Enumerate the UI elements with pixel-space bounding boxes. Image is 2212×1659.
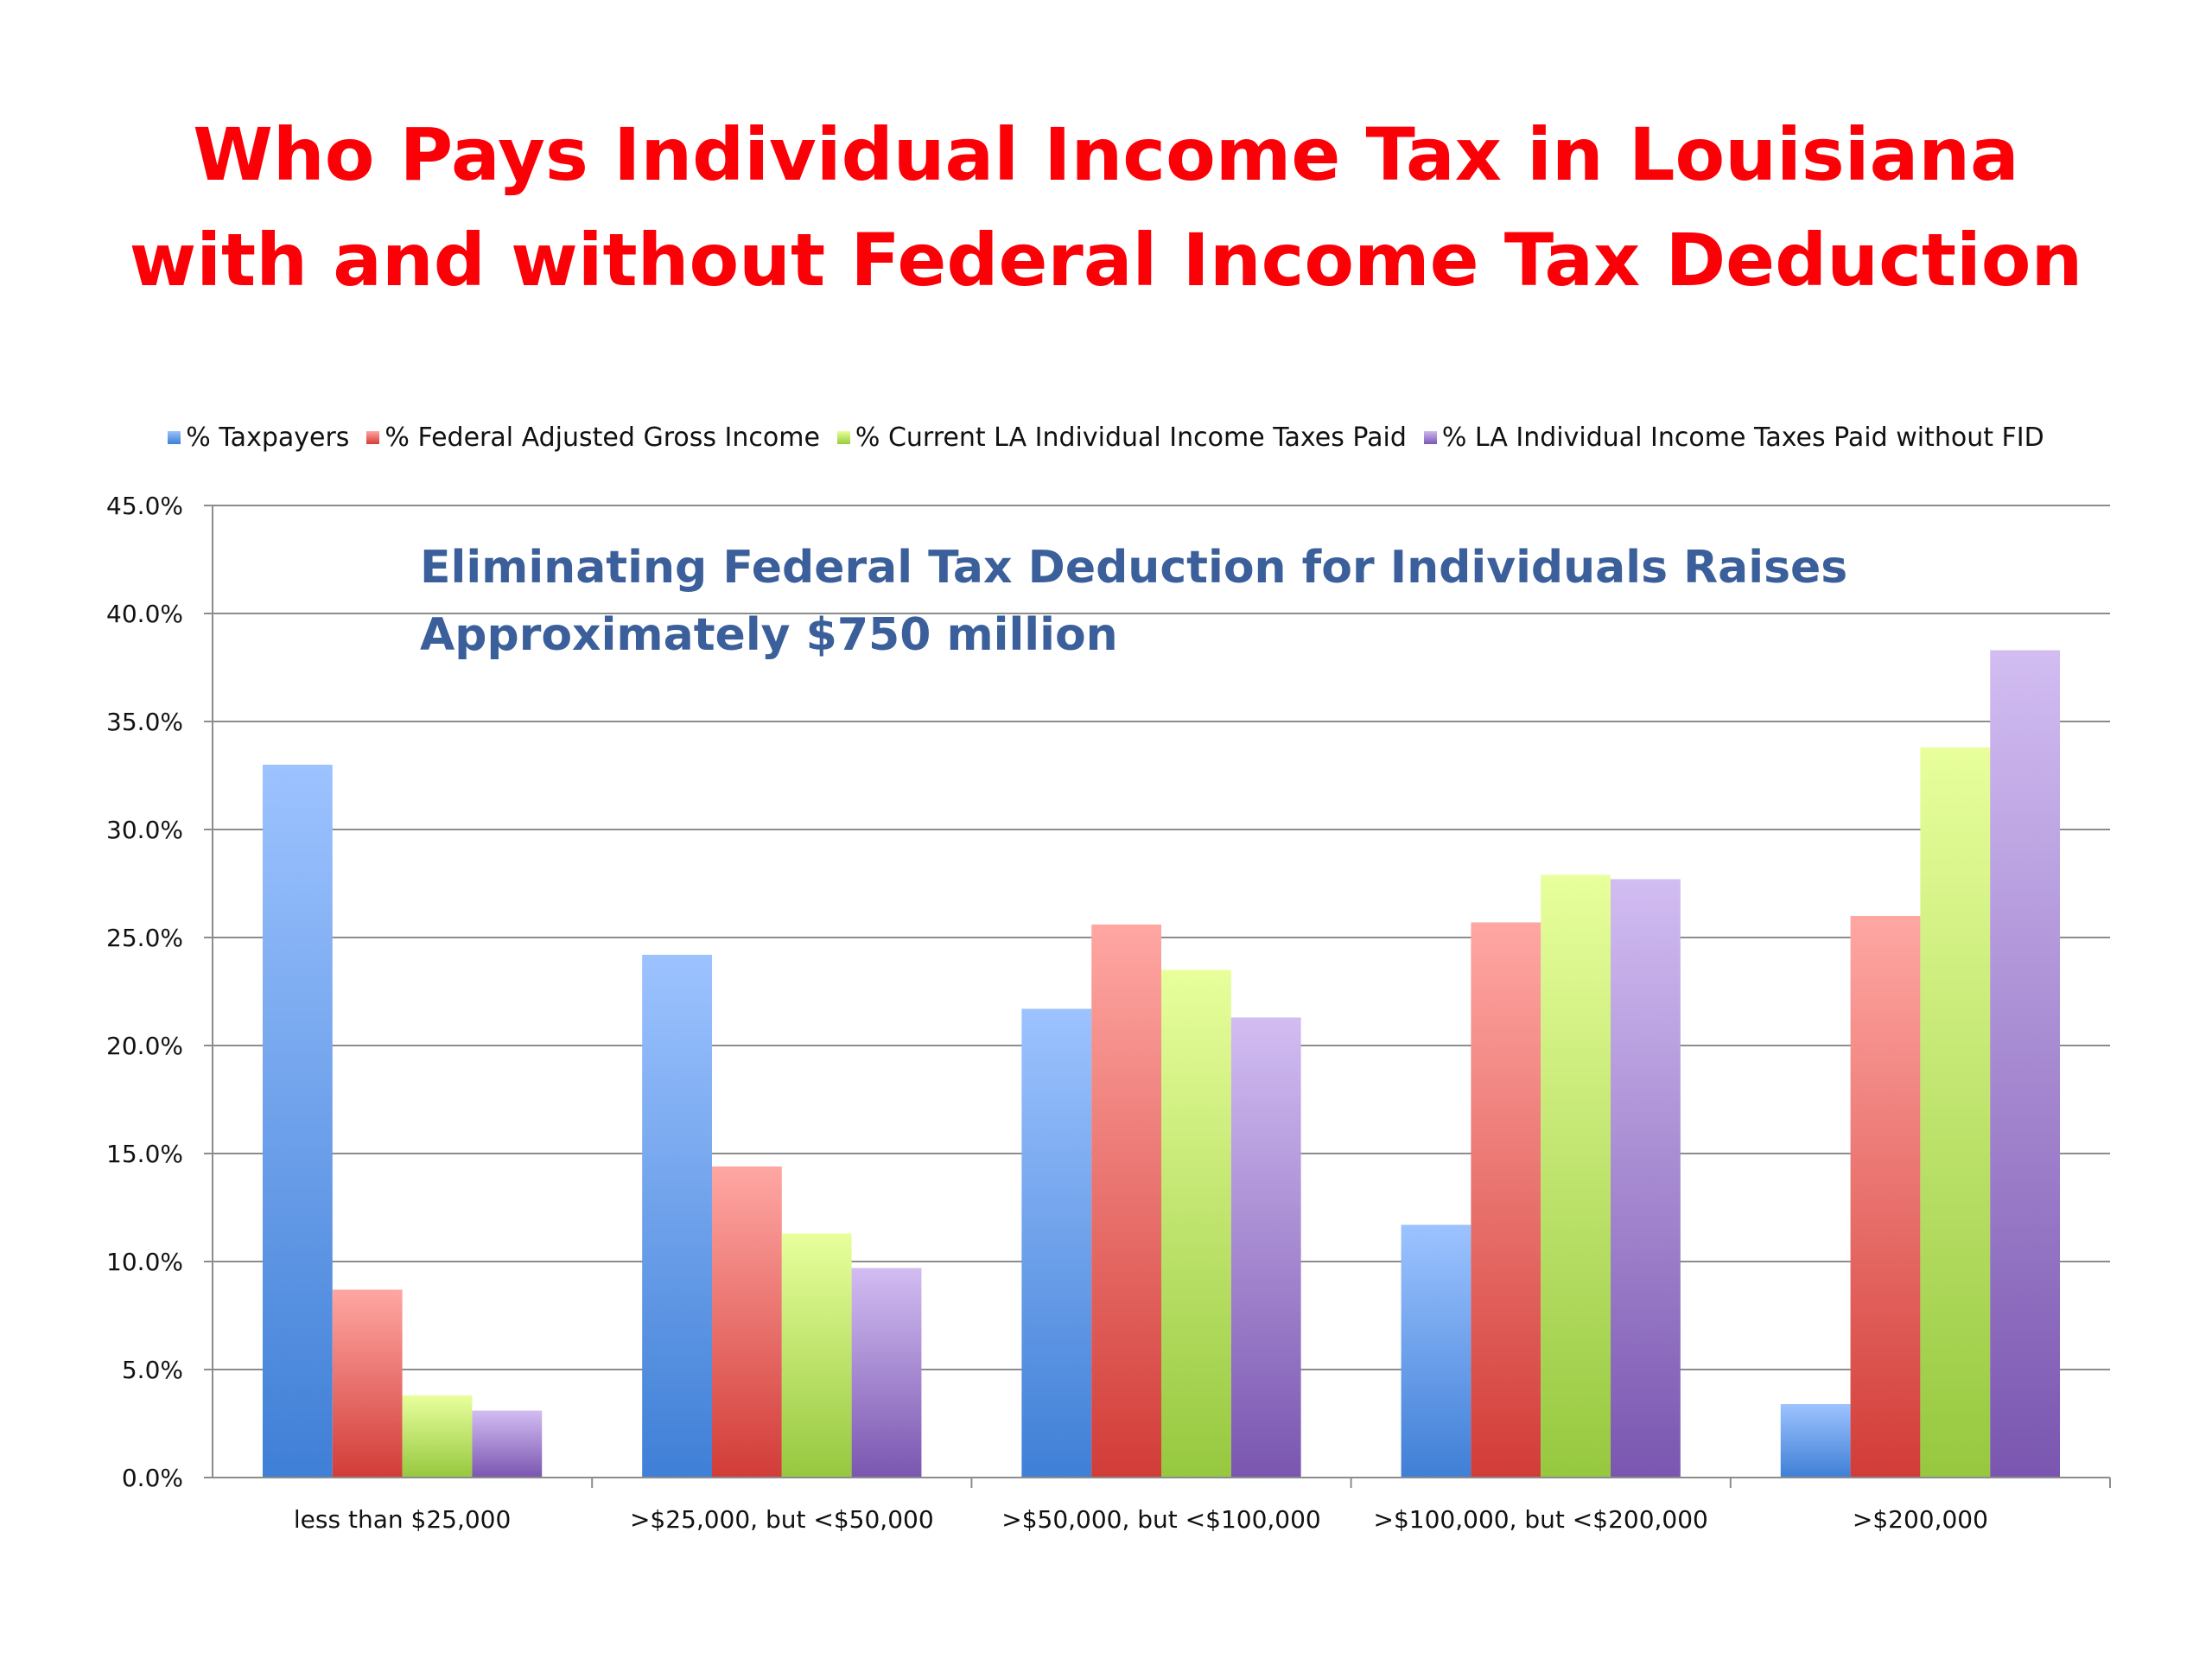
y-tick-label: 5.0% bbox=[122, 1356, 183, 1384]
bars bbox=[262, 650, 2061, 1478]
legend: % Taxpayers % Federal Adjusted Gross Inc… bbox=[0, 418, 2212, 456]
x-tick-label: >$200,000 bbox=[1853, 1505, 1988, 1534]
legend-swatch-agi bbox=[366, 430, 380, 444]
y-tick-label: 25.0% bbox=[106, 924, 183, 952]
legend-swatch-taxes-without-fid bbox=[1423, 430, 1437, 444]
y-tick-label: 45.0% bbox=[106, 492, 183, 520]
bar-2-3 bbox=[1091, 925, 1161, 1478]
y-tick-label: 0.0% bbox=[122, 1464, 183, 1492]
bar-4-2 bbox=[851, 1268, 922, 1478]
annotation-line-2: Approximately $750 million bbox=[420, 609, 1118, 661]
bar-4-3 bbox=[1230, 1017, 1301, 1478]
bar-2-5 bbox=[1850, 916, 1921, 1478]
bar-3-2 bbox=[781, 1233, 852, 1478]
legend-swatch-current-taxes bbox=[836, 430, 850, 444]
title-line-2: with and without Federal Income Tax Dedu… bbox=[129, 218, 2083, 302]
bar-1-5 bbox=[1780, 1404, 1851, 1478]
axes: 0.0% 5.0% 10.0% 15.0% 20.0% 25.0% 30.0% 35.0% 40… bbox=[106, 492, 2111, 1534]
bar-4-4 bbox=[1611, 879, 1681, 1478]
bar-2-1 bbox=[332, 1289, 403, 1478]
legend-swatch-taxpayers bbox=[168, 430, 181, 444]
chart-title: Who Pays Individual Income Tax in Louisi… bbox=[0, 102, 2212, 313]
bar-4-5 bbox=[1990, 650, 2061, 1478]
x-tick-label: >$100,000, but <$200,000 bbox=[1374, 1505, 1708, 1534]
legend-item-current-taxes: % Current LA Individual Income Taxes Pai… bbox=[836, 422, 1407, 453]
y-tick-label: 35.0% bbox=[106, 708, 183, 736]
bar-1-2 bbox=[642, 955, 712, 1478]
y-tick-label: 20.0% bbox=[106, 1032, 183, 1060]
bar-2-2 bbox=[711, 1166, 782, 1478]
bar-1-1 bbox=[262, 765, 333, 1478]
bar-2-4 bbox=[1471, 922, 1541, 1478]
chart-annotation: Eliminating Federal Tax Deduction for In… bbox=[420, 534, 1889, 669]
bar-3-1 bbox=[402, 1395, 473, 1478]
bar-1-4 bbox=[1401, 1224, 1471, 1478]
x-tick-label: less than $25,000 bbox=[294, 1505, 511, 1534]
legend-item-taxpayers: % Taxpayers bbox=[168, 423, 349, 453]
legend-item-agi: % Federal Adjusted Gross Income bbox=[366, 422, 820, 453]
y-tick-label: 30.0% bbox=[106, 816, 183, 844]
bar-4-1 bbox=[472, 1410, 543, 1478]
legend-label-taxes-without-fid: % LA Individual Income Taxes Paid withou… bbox=[1441, 422, 2044, 453]
title-line-1: Who Pays Individual Income Tax in Louisi… bbox=[193, 112, 2019, 197]
bar-3-3 bbox=[1161, 969, 1231, 1478]
x-tick-label: >$25,000, but <$50,000 bbox=[630, 1505, 934, 1534]
legend-item-taxes-without-fid: % LA Individual Income Taxes Paid withou… bbox=[1423, 422, 2044, 453]
bar-3-4 bbox=[1541, 874, 1611, 1478]
annotation-line-1: Eliminating Federal Tax Deduction for In… bbox=[420, 542, 1848, 594]
legend-label-agi: % Federal Adjusted Gross Income bbox=[385, 422, 820, 453]
legend-label-taxpayers: % Taxpayers bbox=[186, 422, 350, 453]
legend-label-current-taxes: % Current LA Individual Income Taxes Pai… bbox=[855, 422, 1407, 453]
y-tick-label: 40.0% bbox=[106, 600, 183, 628]
y-tick-label: 10.0% bbox=[106, 1248, 183, 1276]
x-tick-label: >$50,000, but <$100,000 bbox=[1001, 1505, 1321, 1534]
bar-3-5 bbox=[1920, 747, 1991, 1478]
bar-1-3 bbox=[1021, 1008, 1092, 1478]
y-tick-label: 15.0% bbox=[106, 1140, 183, 1168]
